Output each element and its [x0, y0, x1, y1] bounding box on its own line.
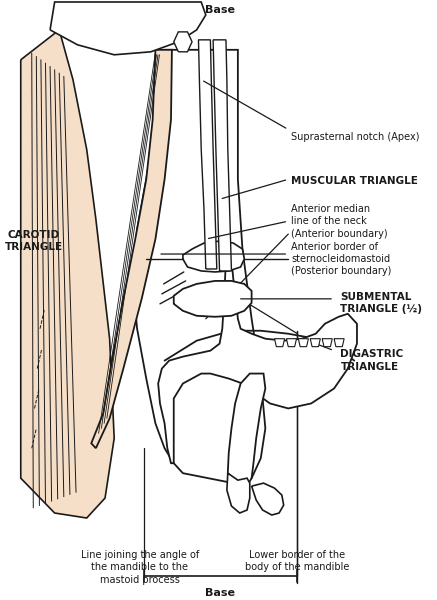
PathPatch shape — [21, 30, 114, 518]
PathPatch shape — [228, 374, 265, 486]
PathPatch shape — [298, 338, 309, 347]
PathPatch shape — [198, 40, 217, 269]
Text: Anterior median
line of the neck
(Anterior boundary): Anterior median line of the neck (Anteri… — [291, 204, 388, 239]
PathPatch shape — [91, 50, 172, 448]
Text: Base: Base — [205, 5, 236, 15]
PathPatch shape — [286, 338, 296, 347]
Text: MUSCULAR TRIANGLE: MUSCULAR TRIANGLE — [291, 176, 418, 187]
PathPatch shape — [334, 338, 344, 347]
PathPatch shape — [227, 473, 250, 513]
PathPatch shape — [213, 40, 232, 271]
PathPatch shape — [252, 483, 284, 515]
PathPatch shape — [310, 338, 320, 347]
PathPatch shape — [132, 50, 265, 483]
PathPatch shape — [174, 32, 192, 52]
Text: CAROTID
TRIANGLE: CAROTID TRIANGLE — [4, 230, 62, 252]
Text: DIGASTRIC
TRIANGLE: DIGASTRIC TRIANGLE — [340, 349, 404, 372]
PathPatch shape — [274, 338, 284, 347]
PathPatch shape — [50, 2, 206, 55]
PathPatch shape — [183, 241, 244, 272]
Text: Line joining the angle of
the mandible to the
mastoid process: Line joining the angle of the mandible t… — [81, 550, 199, 584]
PathPatch shape — [322, 338, 332, 347]
Text: Lower border of the
body of the mandible: Lower border of the body of the mandible — [245, 550, 350, 572]
PathPatch shape — [158, 259, 357, 463]
Text: Suprasternal notch (Apex): Suprasternal notch (Apex) — [291, 133, 420, 142]
PathPatch shape — [174, 281, 252, 317]
Text: Anterior border of
sternocleidomastoid
(Posterior boundary): Anterior border of sternocleidomastoid (… — [291, 242, 392, 277]
Text: Base: Base — [205, 588, 236, 598]
Text: SUBMENTAL
TRIANGLE (½): SUBMENTAL TRIANGLE (½) — [340, 292, 423, 314]
